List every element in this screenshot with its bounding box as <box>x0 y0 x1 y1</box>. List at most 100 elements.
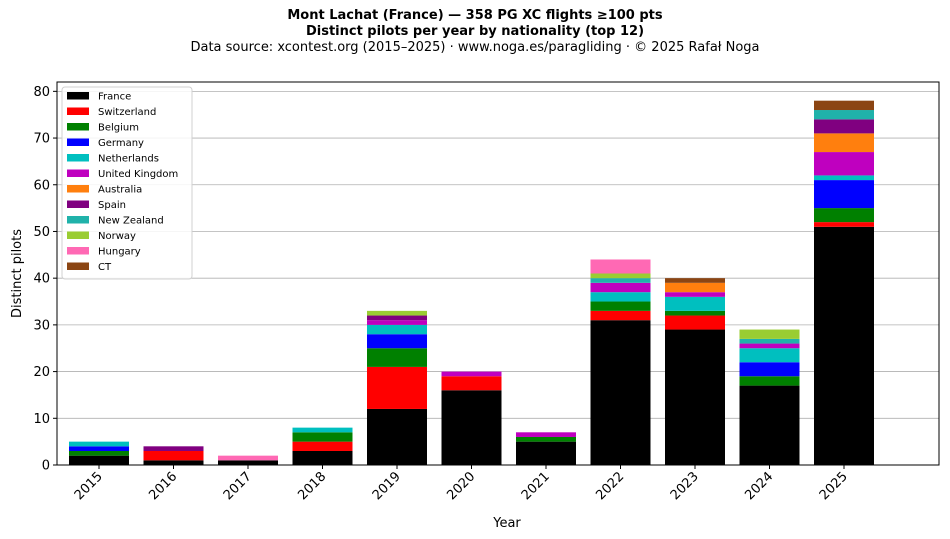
x-tick-label: 2015 <box>72 469 106 503</box>
legend-label: United Kingdom <box>98 169 178 180</box>
bar-segment <box>814 226 874 465</box>
bar-segment <box>367 310 427 316</box>
bar-segment <box>665 296 725 311</box>
bar-segment <box>441 376 502 391</box>
bar-segment <box>292 450 353 465</box>
y-tick-label: 80 <box>33 85 50 100</box>
bar-segment <box>218 460 278 465</box>
y-tick-label: 70 <box>33 132 50 147</box>
legend-label: Germany <box>98 138 144 149</box>
bar-segment <box>367 408 427 465</box>
bar-segment <box>69 441 129 447</box>
legend-swatch <box>67 92 89 100</box>
bar-segment <box>143 446 204 451</box>
bar-segment <box>590 282 651 293</box>
bar-segment <box>665 310 725 316</box>
x-tick-label: 2024 <box>742 469 776 503</box>
plot-frame <box>56 81 940 466</box>
bar-segment <box>292 432 353 442</box>
x-tick-label: 2025 <box>817 469 851 503</box>
y-tick-label: 30 <box>33 318 50 333</box>
x-tick-label: 2018 <box>295 469 329 503</box>
legend-label: Belgium <box>98 123 139 134</box>
bar-segment <box>814 175 874 181</box>
bar-segment <box>143 450 204 461</box>
x-tick-label: 2023 <box>668 469 702 503</box>
legend-swatch <box>67 216 89 224</box>
bar-segment <box>665 282 725 293</box>
bar-segment <box>814 100 874 111</box>
bar-segment <box>739 376 800 386</box>
bar-segment <box>516 441 576 465</box>
bar-segment <box>441 371 502 377</box>
x-axis-label: Year <box>492 516 521 531</box>
bar-segment <box>590 292 651 302</box>
legend-label: Switzerland <box>98 107 156 118</box>
chart-title: Mont Lachat (France) — 358 PG XC flights… <box>287 8 663 23</box>
bar-segment <box>367 324 427 335</box>
bar-segment <box>814 119 874 134</box>
legend-swatch <box>67 138 89 146</box>
bar-segment <box>143 460 204 465</box>
legend-label: New Zealand <box>98 216 164 227</box>
legend-swatch <box>67 169 89 177</box>
legend-box <box>61 86 193 280</box>
bar-segment <box>739 343 800 349</box>
bar-segment <box>367 366 427 409</box>
legend-swatch <box>67 200 89 208</box>
bar-segment <box>441 390 502 465</box>
bar-segment <box>814 133 874 153</box>
legend-label: France <box>98 92 131 103</box>
legend-swatch <box>67 107 89 115</box>
bar-segment <box>367 320 427 325</box>
bar-segment <box>590 273 651 279</box>
y-tick-label: 50 <box>33 225 50 240</box>
legend-swatch <box>67 247 89 255</box>
bar-segment <box>367 348 427 367</box>
bar-segment <box>590 310 651 321</box>
y-tick-label: 0 <box>42 459 50 474</box>
legend-swatch <box>67 123 89 131</box>
bar-segment <box>814 180 874 209</box>
bar-segment <box>516 436 576 442</box>
bar-segment <box>814 222 874 227</box>
legend-label: Australia <box>98 185 142 196</box>
legend-label: CT <box>98 262 112 273</box>
bar-segment <box>665 278 725 283</box>
x-tick-label: 2019 <box>370 469 404 503</box>
chart-titles: Mont Lachat (France) — 358 PG XC flights… <box>0 8 950 56</box>
bar-segment <box>665 315 725 330</box>
bar-segment <box>590 259 651 274</box>
y-axis-label: Distinct pilots <box>10 229 25 318</box>
bar-segment <box>69 450 129 456</box>
y-tick-label: 40 <box>33 272 50 287</box>
chart-subtitle: Data source: xcontest.org (2015–2025) · … <box>190 40 760 55</box>
bar-segment <box>739 329 800 339</box>
bar-segment <box>814 110 874 120</box>
x-tick-label: 2022 <box>593 469 627 503</box>
bar-segment <box>665 292 725 297</box>
legend-label: Hungary <box>98 247 141 258</box>
legend-label: Spain <box>98 200 126 211</box>
bar-segment <box>292 441 353 451</box>
bar-segment <box>814 208 874 223</box>
x-tick-label: 2020 <box>444 469 478 503</box>
legend-swatch <box>67 185 89 193</box>
bar-segment <box>367 315 427 321</box>
x-tick-label: 2021 <box>519 469 553 503</box>
y-tick-label: 20 <box>33 365 50 380</box>
y-tick-label: 10 <box>33 412 50 427</box>
bar-segment <box>665 329 725 465</box>
x-tick-label: 2017 <box>221 469 255 503</box>
legend-label: Netherlands <box>98 154 159 165</box>
bar-segment <box>590 320 651 465</box>
chart-title-line2: Distinct pilots per year by nationality … <box>305 24 645 39</box>
legend-swatch <box>67 154 89 162</box>
bar-segment <box>292 427 353 433</box>
bar-segment <box>739 385 800 465</box>
bar-segment <box>69 455 129 465</box>
legend-swatch <box>67 231 89 239</box>
bar-segment <box>590 301 651 311</box>
bar-segment <box>69 446 129 451</box>
